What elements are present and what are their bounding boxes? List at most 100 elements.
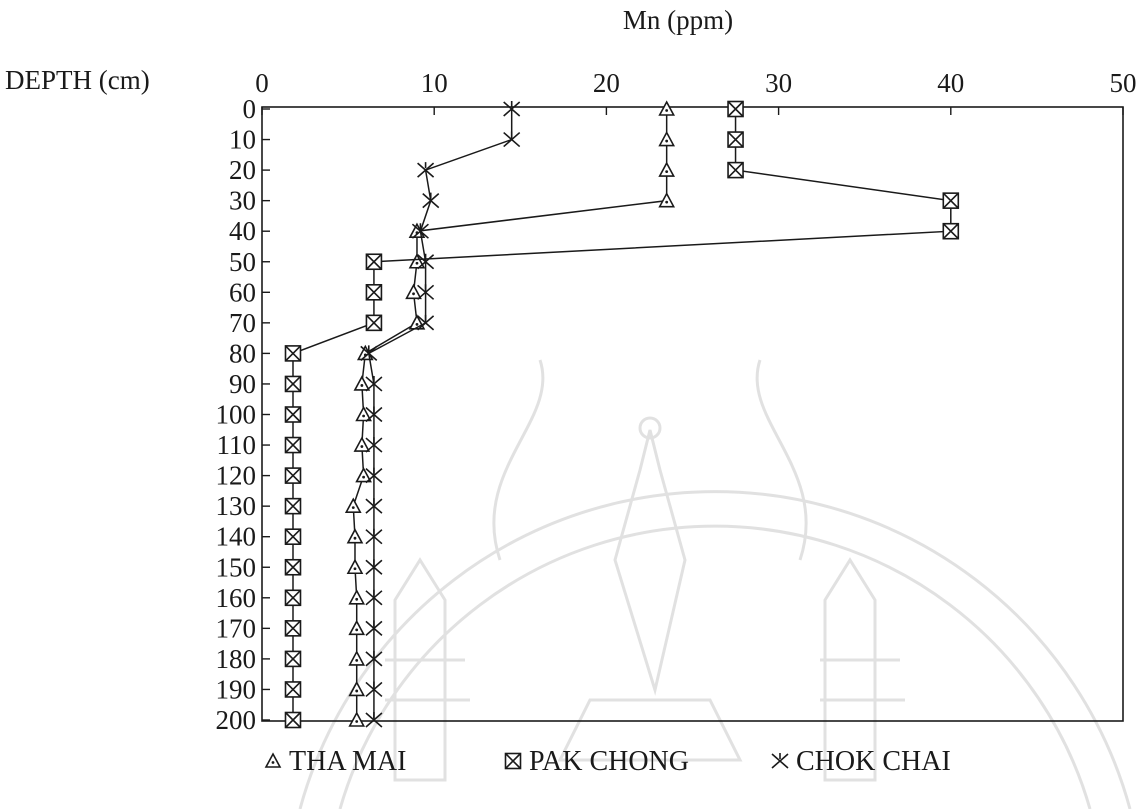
data-point — [365, 650, 383, 667]
y-tick-label: 140 — [216, 522, 257, 552]
data-point — [284, 620, 302, 637]
series-line — [367, 109, 513, 720]
data-point — [355, 466, 372, 483]
data-point — [658, 130, 676, 147]
y-axis: 0102030405060708090100110120130140150160… — [216, 94, 270, 735]
data-point — [658, 100, 676, 116]
y-tick-label: 110 — [217, 430, 257, 460]
data-point — [284, 467, 302, 484]
y-tick-label: 60 — [229, 277, 256, 307]
data-point — [284, 375, 302, 393]
data-point — [365, 406, 383, 423]
y-tick-label: 70 — [229, 308, 256, 338]
legend-label: THA MAI — [289, 746, 406, 777]
data-point — [355, 405, 372, 422]
series-tha-mai — [344, 100, 676, 727]
y-tick-label: 170 — [216, 613, 257, 643]
watermark-seal — [298, 359, 1132, 809]
data-point — [284, 528, 302, 546]
data-point — [422, 192, 440, 209]
y-tick-label: 160 — [216, 583, 257, 613]
data-point — [284, 497, 302, 515]
series-group — [284, 100, 960, 729]
data-point — [417, 314, 435, 331]
data-point — [365, 467, 383, 484]
data-point — [365, 253, 383, 271]
data-point — [360, 345, 378, 362]
y-tick-label: 80 — [229, 338, 256, 368]
data-point — [348, 650, 366, 666]
x-tick-label: 20 — [593, 68, 620, 98]
y-tick-label: 40 — [229, 216, 256, 246]
data-point — [284, 345, 302, 362]
data-point — [405, 283, 422, 300]
data-point — [727, 100, 744, 118]
x-tick-label: 50 — [1110, 68, 1137, 98]
y-tick-label: 90 — [229, 369, 256, 399]
y-tick-label: 10 — [229, 125, 256, 155]
plot-frame — [261, 106, 1124, 722]
data-point — [284, 558, 302, 576]
data-point — [344, 497, 362, 513]
data-point — [365, 375, 383, 392]
x-tick-label: 40 — [937, 68, 964, 98]
legend-marker — [504, 752, 522, 770]
data-point — [365, 712, 383, 728]
y-tick-label: 150 — [216, 552, 257, 582]
legend-marker — [771, 753, 789, 769]
data-point — [417, 162, 435, 178]
series-chok-chai — [360, 101, 521, 728]
data-point — [353, 375, 371, 391]
data-point — [365, 559, 383, 575]
legend-label: CHOK CHAI — [796, 746, 951, 777]
y-tick-label: 30 — [229, 186, 256, 216]
data-point — [353, 436, 371, 452]
y-tick-label: 100 — [216, 400, 257, 430]
data-point — [727, 131, 744, 148]
y-tick-label: 120 — [216, 461, 257, 491]
data-point — [346, 528, 364, 544]
legend-label: PAK CHONG — [529, 746, 689, 777]
series-line — [292, 109, 952, 720]
data-point — [658, 161, 676, 177]
y-tick-label: 0 — [243, 94, 257, 124]
data-point — [408, 253, 426, 269]
y-tick-label: 200 — [216, 705, 257, 735]
series-pak-chong — [284, 100, 960, 729]
data-point — [365, 314, 383, 332]
x-tick-label: 30 — [765, 68, 792, 98]
data-point — [417, 253, 435, 270]
data-point — [284, 650, 302, 668]
data-point — [284, 711, 302, 729]
y-tick-label: 130 — [216, 491, 257, 521]
y-tick-label: 50 — [229, 247, 256, 277]
y-tick-label: 20 — [229, 155, 256, 185]
data-point — [348, 711, 366, 727]
legend: THA MAI PAK CHONG CHOK CHAI — [264, 746, 951, 777]
data-point — [417, 284, 435, 300]
data-point — [942, 222, 960, 240]
data-point — [503, 101, 521, 117]
data-point — [365, 498, 383, 514]
data-point — [411, 223, 429, 239]
data-point — [284, 681, 302, 698]
data-point — [365, 681, 383, 698]
data-point — [942, 192, 960, 209]
data-point — [503, 131, 521, 148]
x-tick-label: 10 — [421, 68, 448, 98]
x-tick-label: 0 — [255, 68, 269, 98]
data-point — [365, 528, 383, 545]
data-point — [346, 558, 364, 575]
legend-marker — [264, 752, 282, 768]
y-tick-label: 190 — [216, 674, 257, 704]
data-point — [348, 589, 366, 605]
data-point — [365, 283, 383, 301]
data-point — [365, 589, 383, 606]
x-axis: 0 10 20 30 40 50 — [255, 68, 1137, 115]
data-point — [284, 589, 302, 607]
data-point — [727, 161, 744, 179]
data-point — [365, 620, 383, 636]
data-point — [658, 191, 676, 208]
data-point — [284, 406, 302, 423]
